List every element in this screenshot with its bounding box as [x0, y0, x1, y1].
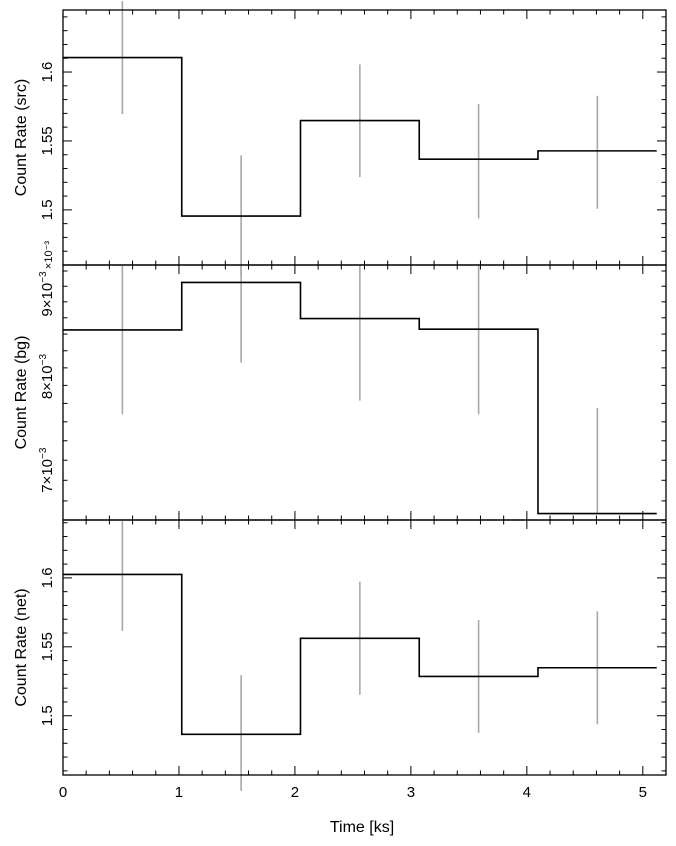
panel-bg-frame	[62, 264, 667, 521]
x-axis-label: Time [ks]	[330, 819, 394, 836]
y-tick-label: 1.6	[39, 62, 56, 83]
panel-src-error-bars	[121, 1, 599, 276]
panel-src-frame	[62, 9, 667, 266]
y-tick-label: 8×10−3	[38, 354, 56, 400]
panel-bg-ylabel: Count Rate (bg)	[13, 336, 30, 450]
panel-net-step-line	[63, 573, 657, 736]
x-tick-label: 0	[59, 784, 67, 801]
y-tick-label: 1.5	[39, 705, 56, 726]
panel-net-tick-labels: 1.5 1.55 1.6	[39, 567, 56, 726]
panel-bg-ticks	[62, 265, 667, 520]
panel-bg-error-bars	[121, 265, 599, 514]
panel-src-ticks	[62, 10, 667, 266]
y-tick-label: 1.55	[39, 126, 56, 155]
y-tick-label: 9×10−3	[38, 271, 56, 317]
panel-net: 1.5 1.55 1.6 Count Rate (net)	[13, 519, 667, 791]
panel-bg-step-line	[63, 281, 657, 515]
panel-src-step-line	[63, 56, 657, 217]
y-tick-label: 1.55	[39, 632, 56, 661]
y-tick-label: 1.5	[39, 199, 56, 220]
x-tick-labels: 0 1 2 3 4 5	[59, 784, 647, 801]
panel-bg-tick-labels: 7×10−3 8×10−3 9×10−3	[38, 271, 56, 493]
x-tick-label: 2	[291, 784, 299, 801]
panel-net-frame	[62, 519, 667, 776]
panel-src: 1.5 1.55 1.6 Count Rate (src) ×10⁻³	[13, 1, 667, 276]
x-tick-label: 1	[175, 784, 183, 801]
panel-net-ticks	[62, 520, 667, 775]
panel-net-ylabel: Count Rate (net)	[13, 588, 30, 706]
x-tick-label: 4	[523, 784, 531, 801]
x-tick-label: 3	[407, 784, 415, 801]
panel-net-error-bars	[121, 520, 599, 791]
panel-src-tick-labels: 1.5 1.55 1.6	[39, 62, 56, 221]
y-tick-label: 1.6	[39, 567, 56, 588]
panel-bg: 7×10−3 8×10−3 9×10−3 Count Rate (bg)	[13, 264, 667, 521]
x-tick-label: 5	[639, 784, 647, 801]
panel-src-scale-label: ×10⁻³	[43, 241, 55, 269]
panel-src-ylabel: Count Rate (src)	[13, 79, 30, 196]
y-tick-label: 7×10−3	[38, 447, 56, 493]
